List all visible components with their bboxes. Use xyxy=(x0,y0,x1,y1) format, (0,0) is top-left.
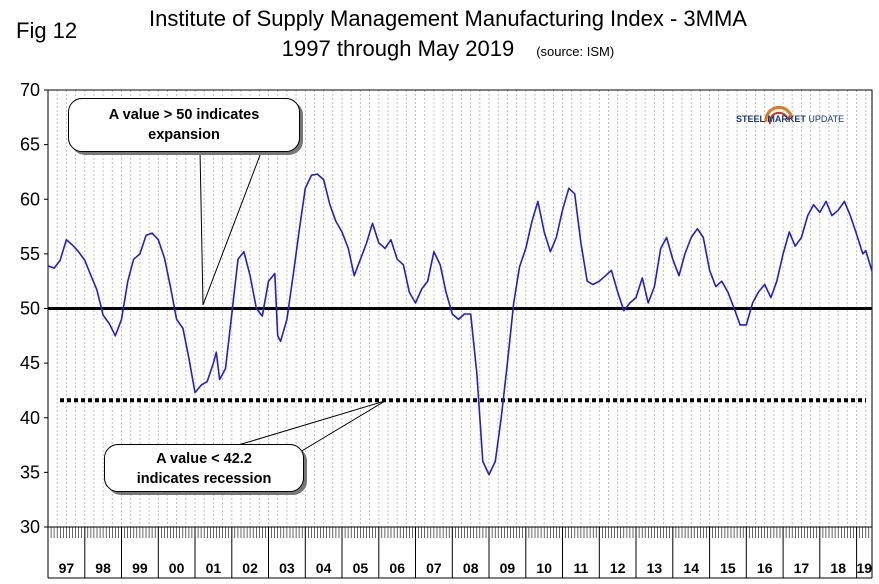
x-category-label: 00 xyxy=(169,560,185,576)
series-line xyxy=(47,173,873,476)
x-category-label: 08 xyxy=(463,560,479,576)
x-category-label: 12 xyxy=(610,560,626,576)
callout-recession-line1: A value < 42.2 xyxy=(156,451,252,467)
chart-title-date-range: 1997 through May 2019 xyxy=(281,36,515,61)
x-category-label: 16 xyxy=(757,560,773,576)
chart-title: Institute of Supply Management Manufactu… xyxy=(88,4,808,67)
x-category-label: 04 xyxy=(316,560,332,576)
y-tick-label: 60 xyxy=(20,189,40,209)
logo-text-rest: UPDATE xyxy=(805,114,845,124)
x-category-label: 11 xyxy=(573,560,588,576)
x-category-label: 01 xyxy=(206,560,222,576)
y-tick-label: 65 xyxy=(20,135,40,155)
x-category-label: 02 xyxy=(242,560,258,576)
x-category-label: 18 xyxy=(830,560,846,576)
y-tick-label: 30 xyxy=(20,517,40,537)
x-category-label: 10 xyxy=(536,560,552,576)
chart-title-line2: 1997 through May 2019 (source: ISM) xyxy=(88,34,808,67)
callout-recession-line2: indicates recession xyxy=(136,471,272,487)
x-category-label: 97 xyxy=(59,560,75,576)
x-category-label: 17 xyxy=(794,560,810,576)
x-category-label: 15 xyxy=(720,560,736,576)
x-category-label: 07 xyxy=(426,560,442,576)
y-tick-label: 50 xyxy=(20,299,40,319)
logo-text-bold: STEEL MARKET xyxy=(736,114,806,124)
callout-expansion-pointer xyxy=(199,149,263,306)
y-tick-label: 40 xyxy=(20,408,40,428)
x-category-label: 06 xyxy=(389,560,405,576)
x-category-label: 05 xyxy=(353,560,369,576)
logo-swoosh-icon xyxy=(764,105,794,125)
steel-market-update-logo: STEEL MARKET UPDATE xyxy=(736,102,866,136)
x-category-label: 14 xyxy=(683,560,699,576)
y-tick-label: 55 xyxy=(20,244,40,264)
callout-recession: A value < 42.2 indicates recession xyxy=(104,444,304,492)
y-tick-label: 70 xyxy=(20,80,40,100)
x-category-label: 99 xyxy=(132,560,148,576)
x-category-label: 19 xyxy=(857,560,873,576)
callout-expansion-line2: expansion xyxy=(148,127,220,143)
callout-recession-pointer xyxy=(234,400,386,459)
x-category-label: 13 xyxy=(647,560,663,576)
callout-expansion: A value > 50 indicates expansion xyxy=(68,98,300,152)
chart-source: (source: ISM) xyxy=(536,44,615,59)
chart-title-line1: Institute of Supply Management Manufactu… xyxy=(149,6,747,31)
callout-expansion-line1: A value > 50 indicates xyxy=(108,107,260,123)
y-tick-label: 35 xyxy=(20,462,40,482)
x-category-label: 98 xyxy=(95,560,111,576)
figure-label: Fig 12 xyxy=(16,18,78,43)
x-category-label: 03 xyxy=(279,560,295,576)
y-tick-label: 45 xyxy=(20,353,40,373)
x-category-label: 09 xyxy=(500,560,516,576)
